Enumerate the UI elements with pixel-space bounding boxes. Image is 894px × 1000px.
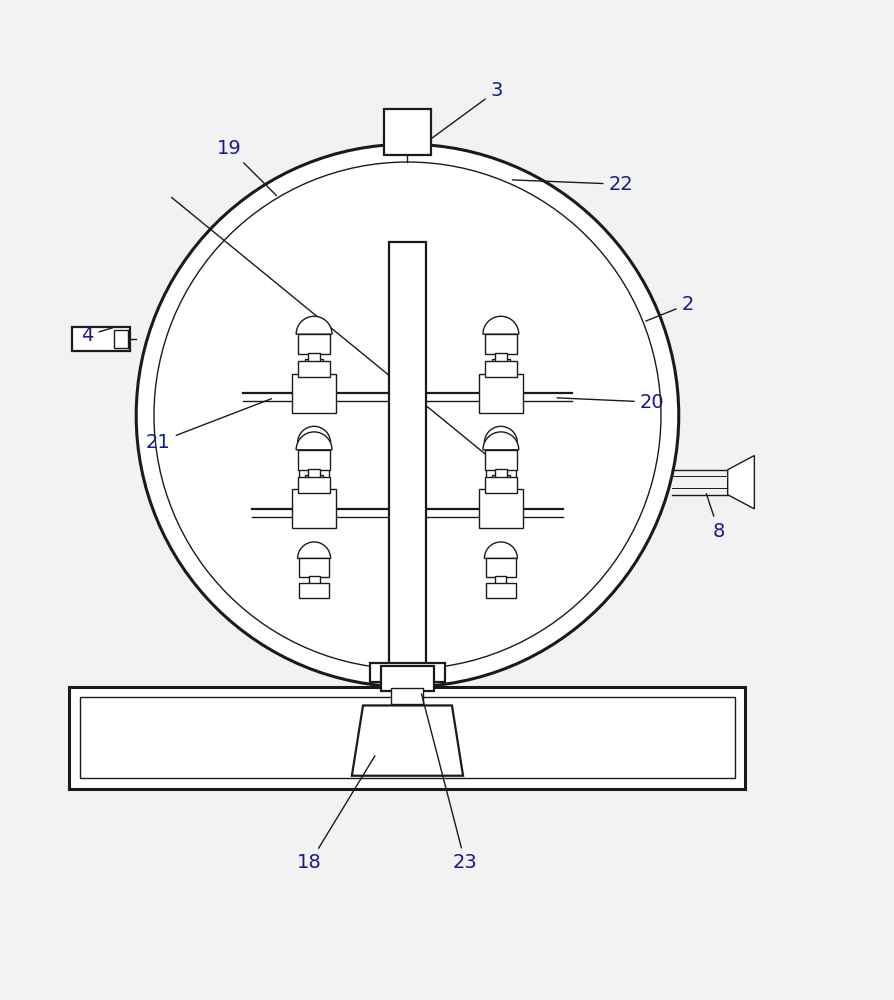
Bar: [70, 687, 745, 789]
Bar: [485, 334, 517, 354]
Bar: [308, 353, 320, 362]
Bar: [485, 361, 517, 377]
Bar: [388, 242, 426, 682]
Bar: [485, 558, 515, 577]
Text: 3: 3: [432, 81, 502, 138]
Bar: [485, 468, 515, 482]
Bar: [494, 576, 506, 584]
Text: 2: 2: [645, 295, 693, 321]
Text: 20: 20: [556, 393, 663, 412]
Bar: [72, 327, 130, 351]
Bar: [299, 443, 329, 461]
Bar: [492, 475, 510, 489]
Bar: [305, 359, 323, 374]
Bar: [305, 475, 323, 489]
Wedge shape: [296, 316, 332, 334]
Bar: [291, 374, 336, 413]
Bar: [485, 450, 517, 470]
Bar: [380, 666, 434, 691]
Text: 4: 4: [81, 326, 114, 345]
Bar: [494, 353, 506, 362]
Bar: [298, 450, 330, 470]
Wedge shape: [297, 426, 330, 443]
Bar: [494, 469, 506, 478]
Text: 22: 22: [512, 175, 633, 194]
Bar: [391, 688, 423, 704]
Text: 8: 8: [705, 494, 724, 541]
Bar: [298, 361, 330, 377]
Bar: [369, 663, 445, 682]
Circle shape: [136, 144, 678, 687]
Polygon shape: [727, 456, 754, 509]
Wedge shape: [484, 542, 517, 558]
Wedge shape: [484, 426, 517, 443]
Bar: [299, 558, 329, 577]
Bar: [485, 583, 515, 598]
Bar: [478, 374, 522, 413]
Bar: [80, 697, 734, 778]
Bar: [492, 359, 510, 374]
Bar: [308, 576, 319, 584]
Text: 21: 21: [146, 399, 271, 452]
Text: 18: 18: [297, 756, 375, 872]
Bar: [308, 460, 319, 468]
Text: 23: 23: [421, 694, 477, 872]
Bar: [298, 334, 330, 354]
Bar: [298, 477, 330, 493]
Bar: [114, 330, 128, 348]
Bar: [299, 583, 329, 598]
Wedge shape: [483, 432, 519, 450]
Bar: [485, 477, 517, 493]
Wedge shape: [483, 316, 519, 334]
Bar: [299, 468, 329, 482]
Wedge shape: [296, 432, 332, 450]
Bar: [291, 489, 336, 528]
Wedge shape: [297, 542, 330, 558]
Bar: [494, 460, 506, 468]
Text: 19: 19: [217, 139, 276, 196]
Polygon shape: [351, 705, 462, 776]
Bar: [478, 489, 522, 528]
Bar: [384, 109, 430, 155]
Bar: [308, 469, 320, 478]
Bar: [485, 443, 515, 461]
